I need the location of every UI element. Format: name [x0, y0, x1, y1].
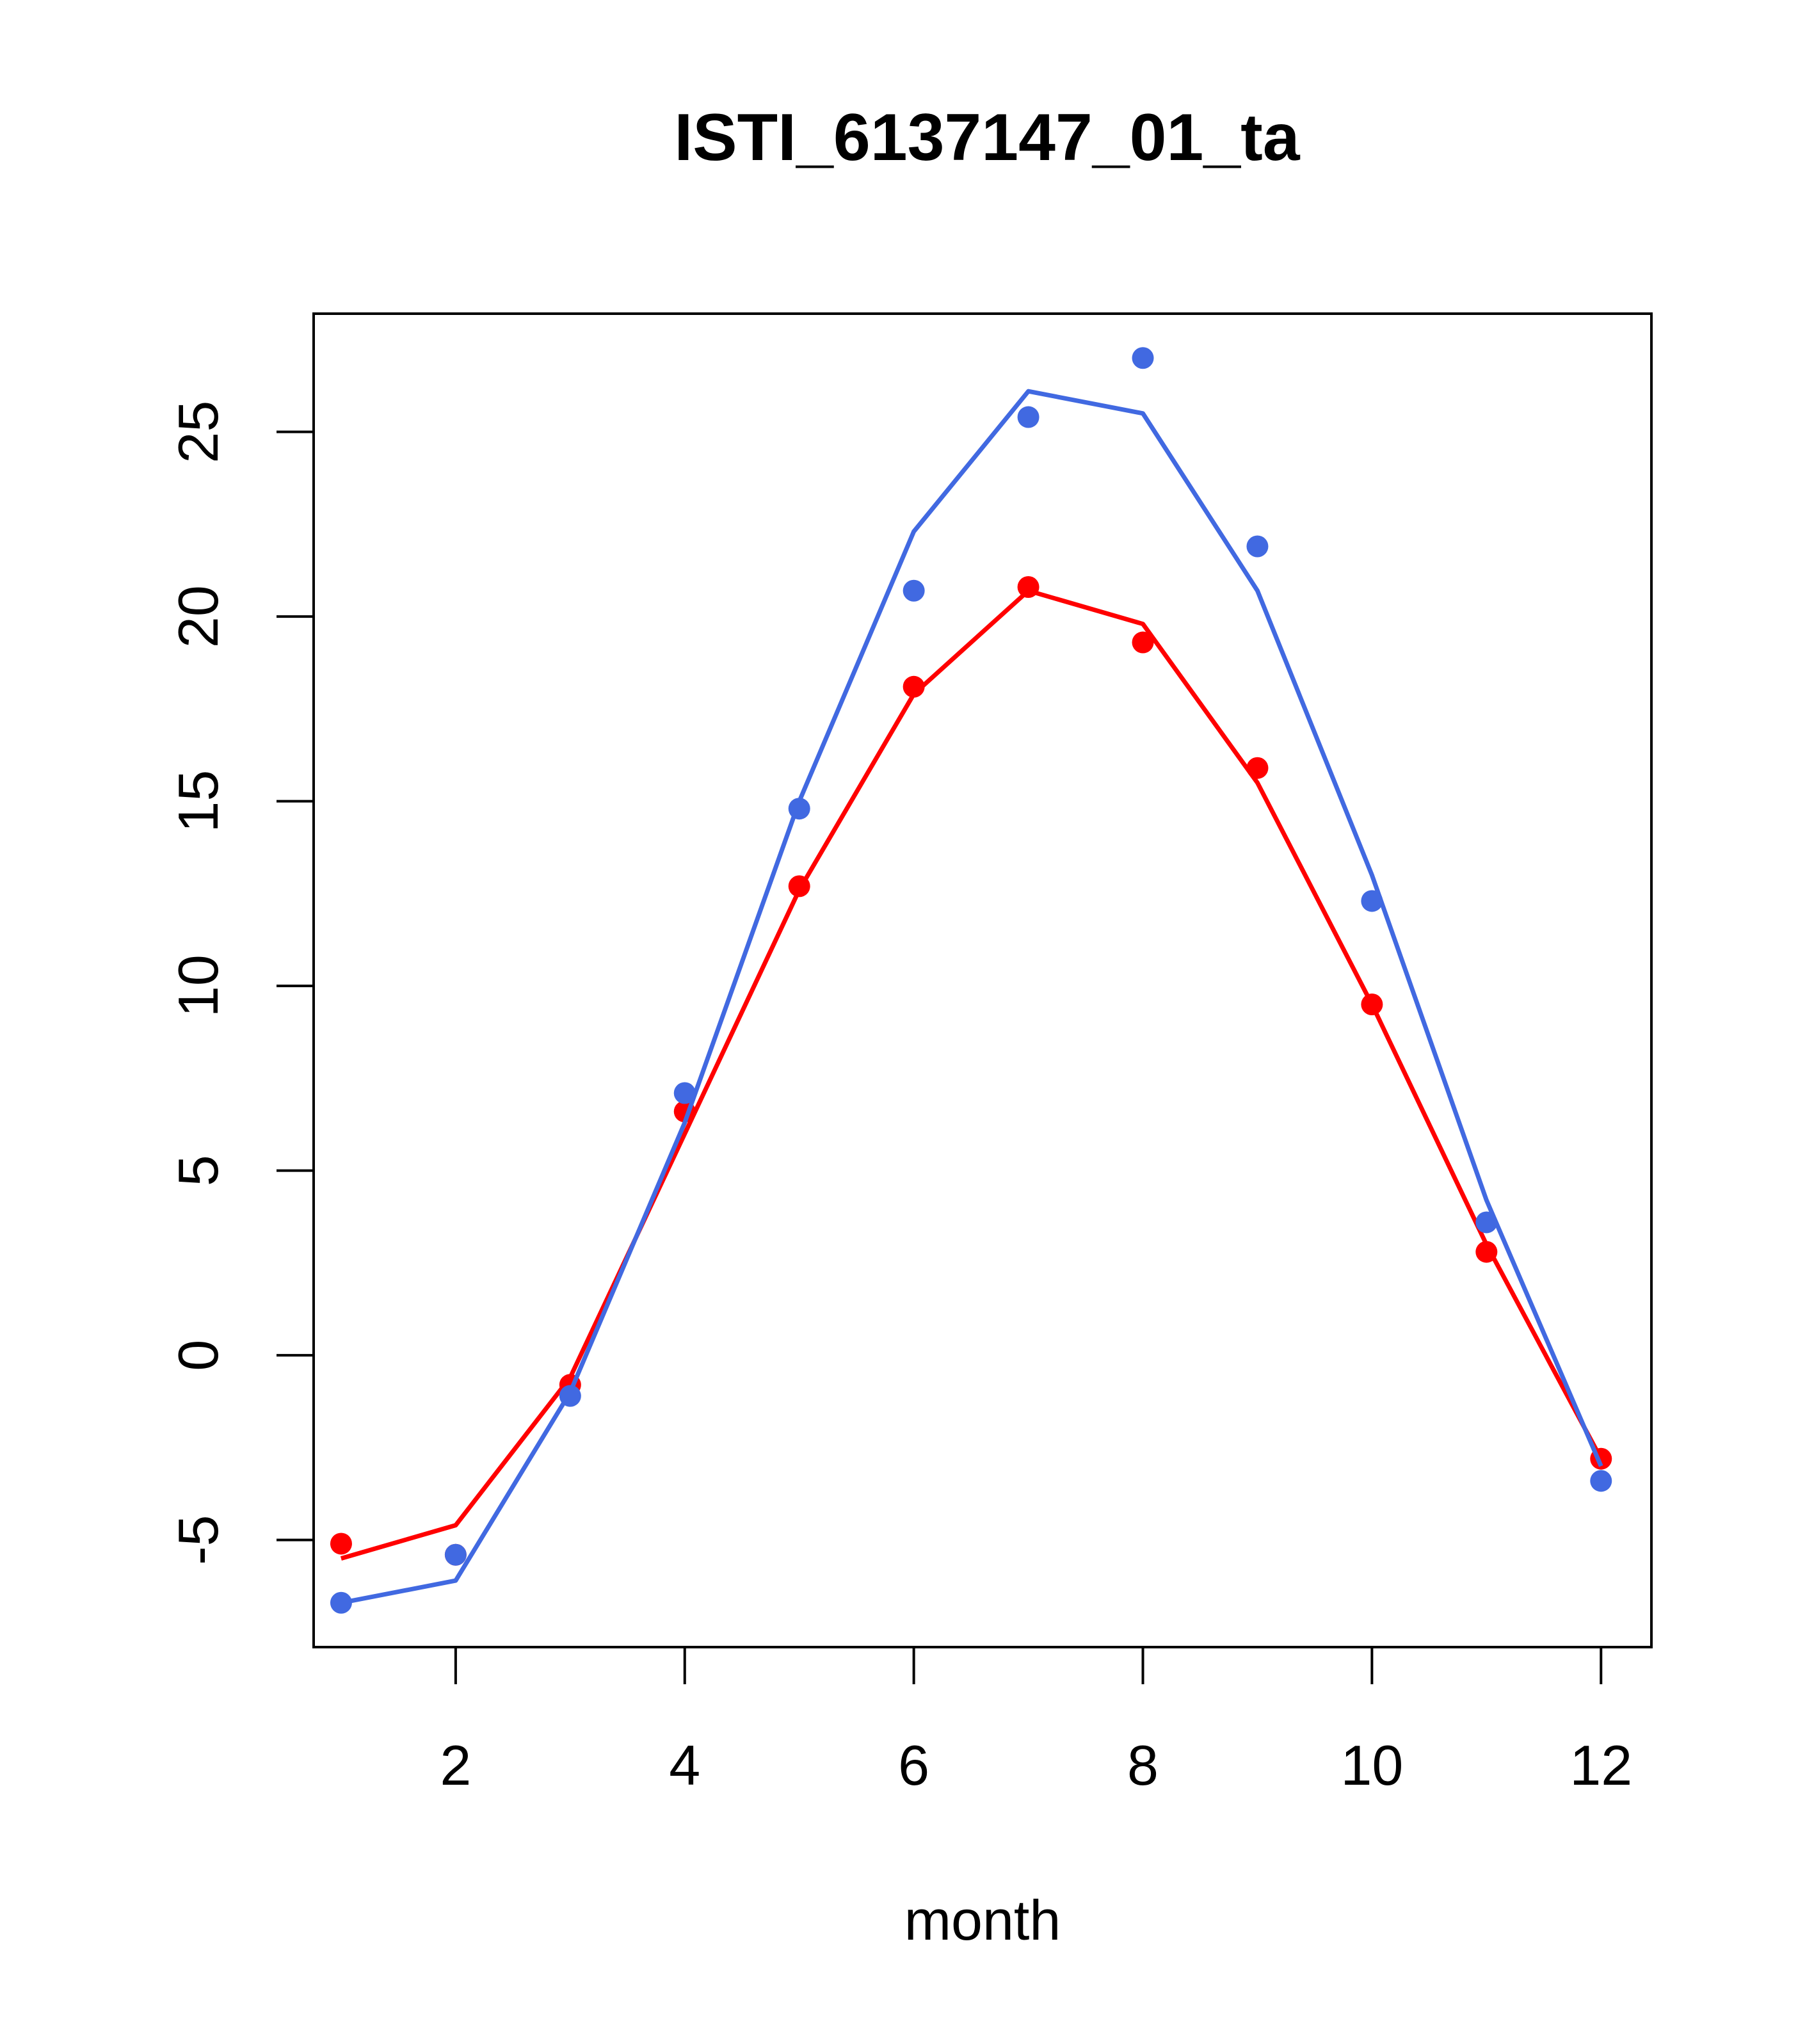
y-tick-label-0: 0	[166, 1340, 230, 1371]
series-0-line	[340, 588, 1603, 1561]
plot-frame	[312, 312, 1653, 1648]
x-tick-label-8: 8	[1127, 1734, 1159, 1797]
x-tick-label-12: 12	[1569, 1734, 1632, 1797]
chart-title: ISTI_6137147_01_ta	[674, 101, 1300, 175]
series-0-point-6	[903, 675, 925, 698]
x-tick-label-10: 10	[1340, 1734, 1403, 1797]
series-1-point-9	[1246, 535, 1269, 558]
y-axis: -5 0 5 10 15 20 25	[166, 401, 314, 1565]
y-tick-label-15: 15	[166, 770, 230, 833]
series-1-point-5	[788, 798, 810, 820]
series-layer	[330, 347, 1612, 1614]
series-1-point-10	[1361, 890, 1383, 912]
series-1-point-11	[1475, 1211, 1498, 1234]
y-tick-label-20: 20	[166, 585, 230, 648]
series-0-point-1	[330, 1533, 352, 1555]
series-0-point-5	[788, 875, 810, 897]
series-1-point-3	[559, 1385, 581, 1407]
series-0-point-9	[1246, 757, 1269, 779]
x-axis: 2 4 6 8 10 12	[440, 1647, 1632, 1797]
series-0-point-7	[1017, 575, 1039, 598]
y-tick-label-25: 25	[166, 401, 230, 463]
series-1-point-4	[673, 1082, 696, 1104]
series-0-point-8	[1132, 631, 1154, 654]
x-axis-label: month	[904, 1888, 1061, 1952]
series-1-point-8	[1132, 347, 1154, 369]
series-1-point-1	[330, 1591, 352, 1614]
series-1-point-7	[1017, 406, 1039, 428]
y-tick-label-10: 10	[166, 954, 230, 1017]
x-tick-label-6: 6	[898, 1734, 929, 1797]
series-0-point-10	[1361, 994, 1383, 1016]
y-tick-label-5: 5	[166, 1155, 230, 1186]
x-tick-label-4: 4	[669, 1734, 700, 1797]
series-1-line	[341, 389, 1603, 1605]
x-tick-label-2: 2	[440, 1734, 471, 1797]
series-1-point-2	[444, 1543, 467, 1566]
series-1-point-6	[903, 579, 925, 602]
series-0-point-11	[1475, 1241, 1498, 1263]
y-tick-label--5: -5	[166, 1515, 230, 1565]
series-1-point-12	[1590, 1470, 1612, 1492]
